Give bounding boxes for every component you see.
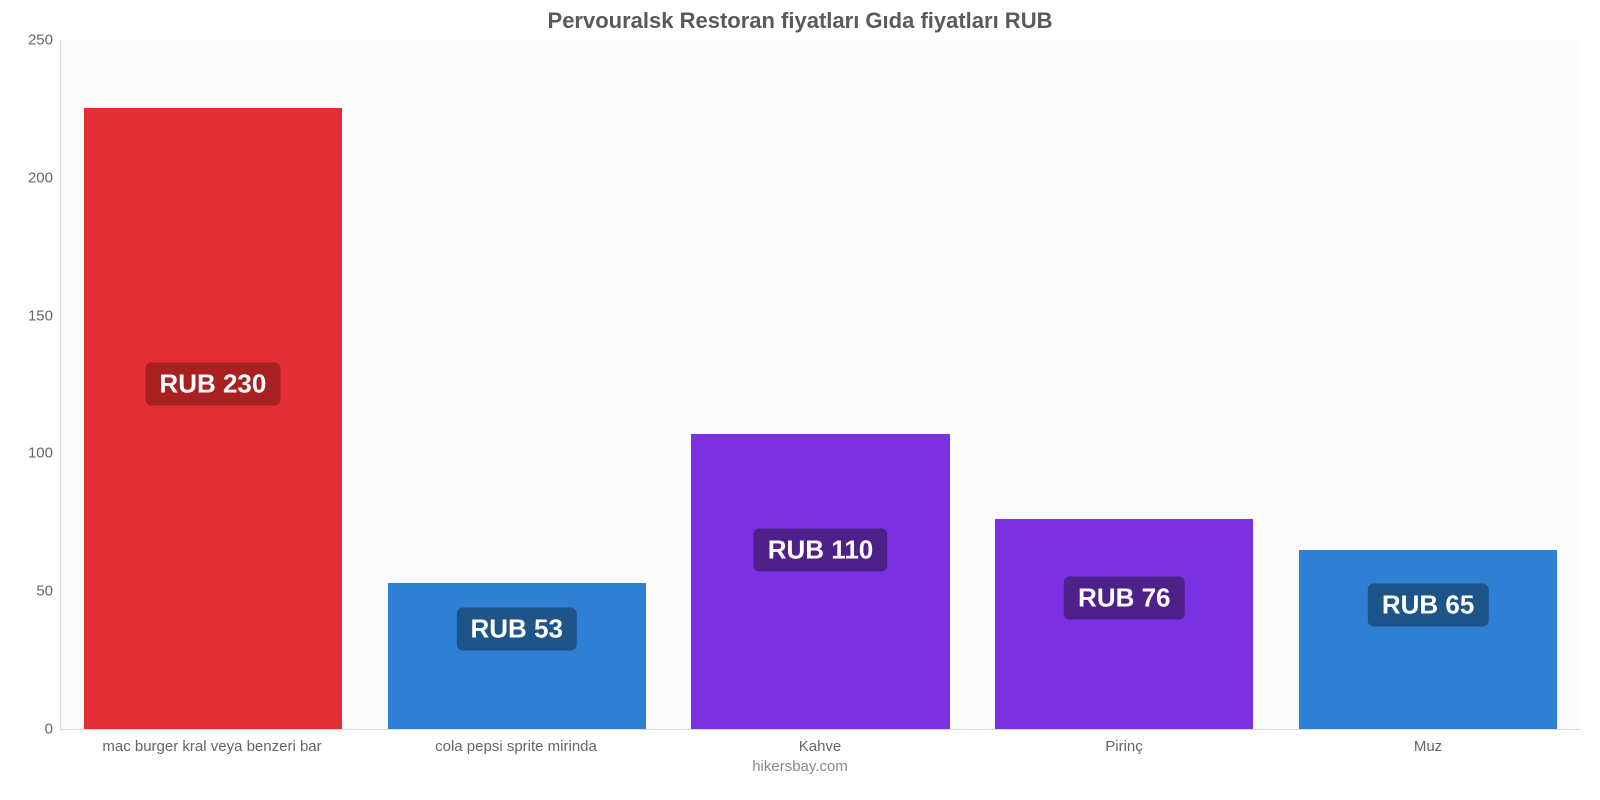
y-tick-label: 200 (28, 169, 61, 186)
y-tick-label: 250 (28, 32, 61, 49)
bar-slot: RUB 53 (365, 40, 669, 729)
value-badge: RUB 65 (1368, 583, 1488, 626)
bar-slot: RUB 76 (972, 40, 1276, 729)
value-badge: RUB 76 (1064, 576, 1184, 619)
value-badge: RUB 53 (456, 607, 576, 650)
bar (1299, 550, 1557, 729)
bar-slot: RUB 65 (1276, 40, 1580, 729)
x-axis-labels: mac burger kral veya benzeri barcola pep… (60, 738, 1580, 755)
bar (84, 108, 342, 729)
price-bar-chart: Pervouralsk Restoran fiyatları Gıda fiya… (0, 0, 1600, 800)
x-axis-label: Pirinç (972, 738, 1276, 755)
bar (388, 583, 646, 729)
bars-container: RUB 230 RUB 53 RUB 110 RUB 76 RUB 65 (61, 40, 1580, 729)
value-badge: RUB 110 (754, 528, 888, 571)
bar-slot: RUB 110 (669, 40, 973, 729)
y-tick-label: 50 (36, 583, 61, 600)
x-axis-label: Muz (1276, 738, 1580, 755)
x-axis-label: mac burger kral veya benzeri bar (60, 738, 364, 755)
x-axis-label: cola pepsi sprite mirinda (364, 738, 668, 755)
x-axis-label: Kahve (668, 738, 972, 755)
bar (995, 519, 1253, 729)
value-badge: RUB 230 (145, 363, 280, 406)
plot-area: 050100150200250 RUB 230RUB 53RUB 110RUB … (60, 40, 1580, 730)
bar (691, 434, 949, 729)
bar-slot: RUB 230 (61, 40, 365, 729)
y-tick-label: 0 (45, 721, 61, 738)
y-tick-label: 150 (28, 307, 61, 324)
chart-title: Pervouralsk Restoran fiyatları Gıda fiya… (0, 8, 1600, 34)
chart-credit: hikersbay.com (0, 758, 1600, 775)
y-tick-label: 100 (28, 445, 61, 462)
